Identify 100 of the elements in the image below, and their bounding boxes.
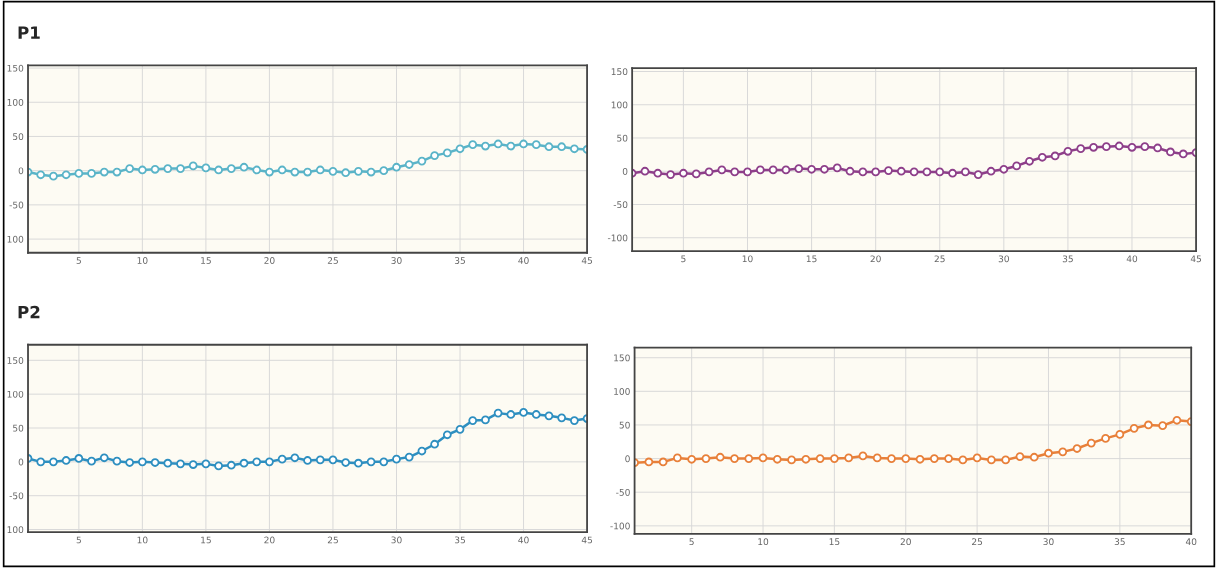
- point: [1050, 151, 1060, 161]
- point: [887, 454, 896, 463]
- point: [958, 455, 968, 465]
- point: [188, 460, 198, 469]
- y-tick-label: 100: [7, 235, 24, 243]
- point: [830, 454, 839, 463]
- point: [112, 456, 122, 466]
- point: [999, 164, 1009, 174]
- point: [214, 165, 223, 175]
- y-tick-label: 150: [614, 354, 630, 362]
- point: [1101, 434, 1110, 443]
- point: [531, 410, 541, 419]
- point: [1140, 142, 1150, 152]
- point: [36, 170, 46, 180]
- x-tick-label: 5: [689, 538, 694, 546]
- point: [239, 458, 249, 468]
- point: [569, 416, 579, 425]
- y-tick-label: -50: [9, 492, 24, 500]
- x-tick-label: 15: [201, 536, 211, 544]
- point: [392, 454, 401, 464]
- x-tick-label: 5: [681, 255, 686, 263]
- point: [417, 156, 427, 166]
- point: [506, 141, 516, 151]
- point: [1012, 161, 1022, 171]
- point: [1025, 156, 1034, 166]
- point: [755, 165, 765, 175]
- point: [772, 454, 782, 464]
- point: [1076, 144, 1086, 154]
- point: [1178, 149, 1188, 159]
- x-tick-label: 5: [76, 257, 81, 264]
- x-tick-label: 45: [581, 257, 593, 264]
- point: [176, 164, 185, 173]
- x-tick-label: 15: [201, 257, 211, 264]
- x-tick-label: 20: [870, 255, 881, 263]
- point: [701, 454, 711, 463]
- point: [844, 453, 854, 463]
- y-tick-label: 100: [614, 388, 630, 395]
- y-tick-label: 100: [7, 390, 24, 398]
- point: [801, 454, 811, 464]
- point: [807, 164, 816, 174]
- point: [944, 454, 953, 463]
- point: [768, 165, 778, 175]
- x-tick-label: 20: [264, 257, 275, 264]
- point: [1044, 448, 1053, 458]
- x-tick-label: 40: [518, 257, 529, 264]
- point: [277, 454, 287, 464]
- point: [36, 457, 46, 467]
- point: [163, 164, 173, 173]
- point: [341, 168, 351, 178]
- point: [366, 457, 376, 467]
- point: [1129, 423, 1139, 433]
- y-tick-label: 150: [7, 64, 24, 72]
- point: [1144, 420, 1153, 430]
- point: [1089, 142, 1098, 152]
- x-tick-label: 25: [327, 536, 338, 544]
- point: [137, 457, 147, 467]
- x-tick-label: 30: [1043, 538, 1054, 546]
- point: [201, 459, 211, 469]
- point: [150, 164, 160, 174]
- point: [653, 168, 663, 178]
- point: [1001, 455, 1011, 465]
- x-tick-label: 40: [1126, 255, 1138, 263]
- x-tick-label: 30: [391, 257, 402, 264]
- x-tick-label: 40: [518, 536, 529, 544]
- y-tick-label: 100: [611, 101, 628, 109]
- point: [744, 454, 754, 463]
- point: [315, 165, 325, 175]
- point: [519, 139, 528, 149]
- y-tick-label: 50: [13, 424, 24, 432]
- x-tick-label: 35: [1114, 538, 1125, 546]
- point: [442, 148, 452, 158]
- x-tick-label: 15: [806, 255, 817, 263]
- point: [691, 169, 701, 179]
- point: [730, 454, 739, 463]
- point: [1127, 142, 1137, 152]
- point: [929, 454, 939, 463]
- point: [481, 141, 490, 151]
- point: [226, 460, 236, 470]
- x-tick-label: 35: [1062, 255, 1073, 263]
- point: [644, 457, 654, 467]
- point: [544, 142, 554, 152]
- point: [915, 454, 925, 464]
- point: [252, 165, 262, 175]
- x-tick-label: 35: [454, 536, 465, 544]
- y-tick-label: 50: [619, 421, 630, 429]
- point: [49, 457, 58, 467]
- y-tick-label: 100: [7, 98, 24, 106]
- point: [901, 454, 911, 463]
- point: [1172, 415, 1182, 425]
- x-tick-label: 25: [934, 255, 945, 263]
- point: [315, 455, 325, 465]
- point: [909, 167, 919, 177]
- point: [341, 458, 351, 467]
- point: [404, 452, 414, 462]
- text: P2: [18, 305, 40, 319]
- point: [430, 151, 439, 160]
- point: [125, 458, 135, 467]
- point: [557, 142, 567, 152]
- point: [820, 164, 829, 174]
- point: [531, 140, 541, 150]
